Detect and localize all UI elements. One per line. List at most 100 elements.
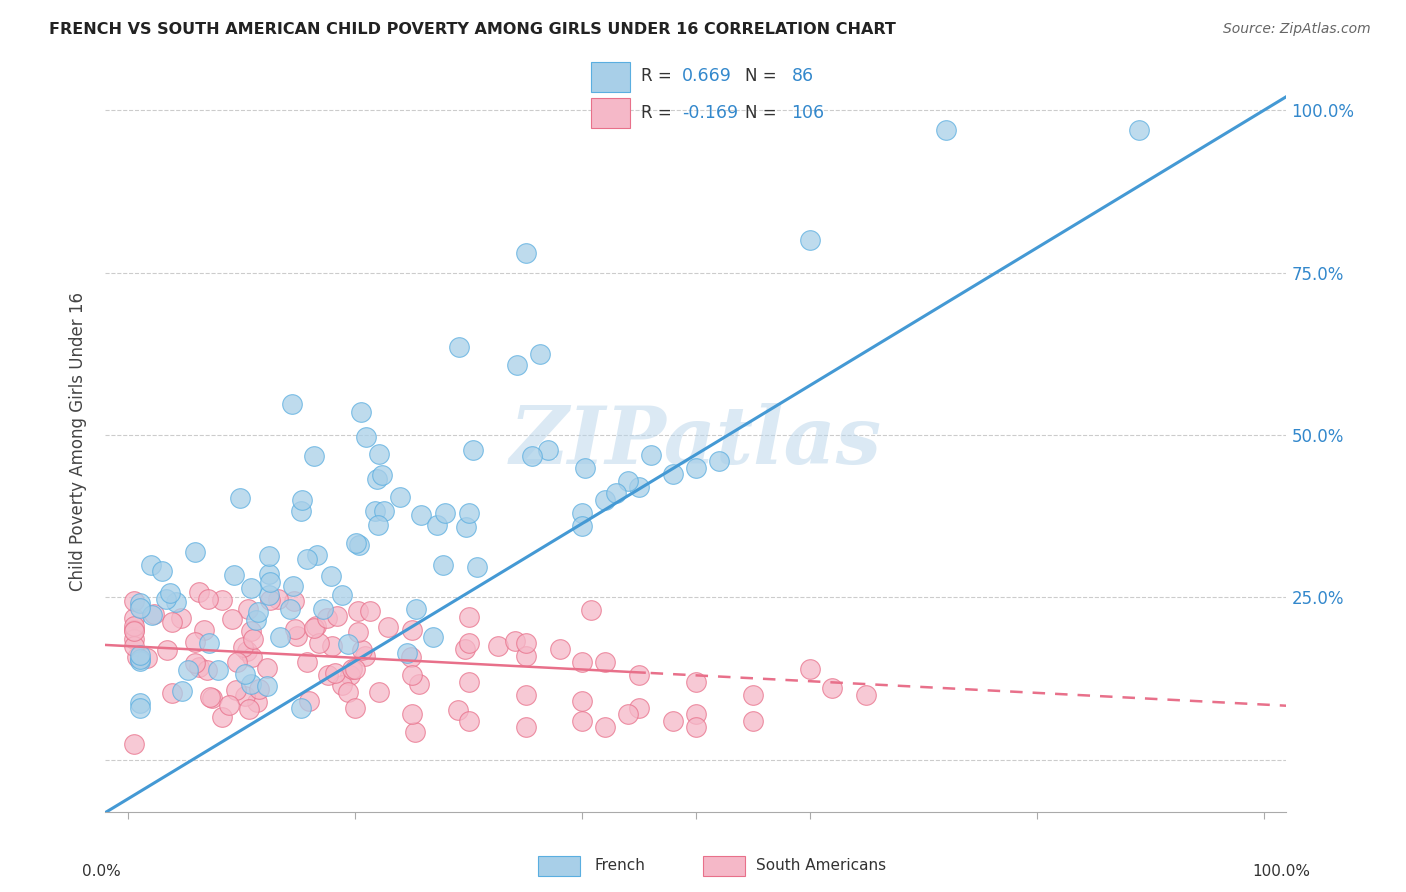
FancyBboxPatch shape xyxy=(537,856,581,876)
Point xyxy=(160,686,183,700)
Point xyxy=(574,460,596,475)
Point xyxy=(548,642,571,657)
Text: 86: 86 xyxy=(792,68,814,86)
Point xyxy=(170,611,193,625)
Point xyxy=(316,611,339,625)
Point xyxy=(522,449,544,463)
Point xyxy=(344,662,367,676)
Point xyxy=(799,662,821,676)
Point xyxy=(593,656,616,670)
Point xyxy=(240,624,263,638)
Point xyxy=(193,623,215,637)
Point xyxy=(160,615,183,630)
Point xyxy=(297,655,319,669)
Point xyxy=(799,233,821,247)
Point xyxy=(312,602,335,616)
Point xyxy=(224,568,246,582)
Point xyxy=(366,472,388,486)
Point xyxy=(297,551,319,566)
Point xyxy=(529,346,551,360)
Text: R =: R = xyxy=(641,68,672,86)
Point xyxy=(349,538,371,552)
Point xyxy=(433,506,456,520)
Point xyxy=(128,697,150,711)
Point xyxy=(170,684,193,698)
Point xyxy=(457,714,479,728)
FancyBboxPatch shape xyxy=(592,98,630,128)
Point xyxy=(291,493,314,508)
Point xyxy=(239,677,262,691)
Point xyxy=(685,720,707,734)
Point xyxy=(305,548,328,562)
Point xyxy=(221,612,243,626)
Point xyxy=(401,668,423,682)
Point xyxy=(685,674,707,689)
Point xyxy=(350,405,373,419)
Point xyxy=(486,639,509,653)
Point xyxy=(246,695,269,709)
Text: 100.0%: 100.0% xyxy=(1253,863,1310,879)
Point xyxy=(344,536,367,550)
Point xyxy=(353,648,375,663)
Point xyxy=(122,737,145,751)
Point xyxy=(321,640,343,654)
Point xyxy=(184,657,207,671)
Point xyxy=(267,591,290,606)
Point xyxy=(122,632,145,646)
Point xyxy=(344,701,367,715)
Point xyxy=(339,667,361,681)
Point xyxy=(515,246,537,260)
Point xyxy=(177,664,200,678)
Point xyxy=(537,442,560,457)
Point xyxy=(352,643,374,657)
Point xyxy=(159,585,181,599)
Point xyxy=(165,595,187,609)
Point xyxy=(389,491,412,505)
Point xyxy=(579,603,602,617)
Point xyxy=(342,662,364,676)
Point xyxy=(449,340,471,354)
Point xyxy=(454,519,477,533)
Point xyxy=(128,648,150,662)
Point xyxy=(336,637,359,651)
Point xyxy=(218,698,240,712)
Point xyxy=(571,694,593,708)
Point xyxy=(198,636,221,650)
Point xyxy=(139,558,162,572)
Point xyxy=(188,585,211,599)
Point xyxy=(211,592,233,607)
Point xyxy=(741,688,763,702)
Point xyxy=(308,636,330,650)
Point xyxy=(201,690,224,705)
Point xyxy=(323,666,346,681)
Point xyxy=(855,688,877,702)
Point xyxy=(1128,123,1150,137)
Point xyxy=(593,720,616,734)
Point xyxy=(935,123,957,137)
Point xyxy=(367,518,389,533)
Point xyxy=(247,681,270,696)
Point xyxy=(232,640,254,654)
Point xyxy=(242,632,264,646)
Point xyxy=(368,685,391,699)
Point xyxy=(319,569,342,583)
Point xyxy=(233,667,256,681)
Point xyxy=(135,651,157,665)
Point xyxy=(326,608,349,623)
Point xyxy=(628,480,651,494)
Point xyxy=(302,450,325,464)
Point xyxy=(142,607,165,621)
Point xyxy=(515,720,537,734)
Point xyxy=(290,503,312,517)
Point xyxy=(269,630,291,644)
Point xyxy=(617,474,640,488)
Point xyxy=(571,519,593,533)
Point xyxy=(197,592,219,607)
Point xyxy=(465,559,488,574)
Point xyxy=(371,467,394,482)
Point xyxy=(198,690,221,705)
FancyBboxPatch shape xyxy=(592,62,630,92)
Point xyxy=(359,604,381,618)
Point xyxy=(461,442,484,457)
Point xyxy=(280,602,302,616)
